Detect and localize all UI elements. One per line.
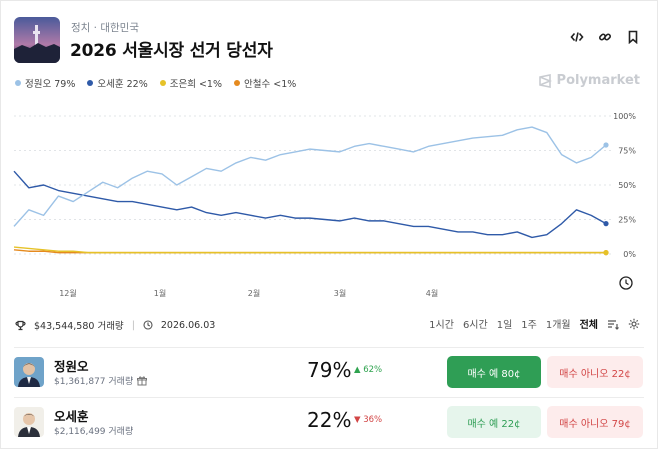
range-tab-1h[interactable]: 1시간 — [429, 320, 454, 331]
outcome-row: 오세훈 $2,116,499 거래량 22% ▼ 36% 매수 예 22¢ 매수… — [14, 400, 644, 446]
market-thumbnail — [14, 17, 60, 63]
outcome-probability: 79% — [307, 358, 352, 382]
range-tab-all[interactable]: 전체 — [579, 320, 598, 331]
legend-item: 안철수 <1% — [234, 76, 296, 90]
outcome-row: 정원오 $1,361,877 거래량 79% ▲ 62% 매수 예 80¢ 매수… — [14, 350, 644, 396]
candidate-avatar — [14, 357, 44, 387]
y-tick-label: 100% — [613, 112, 636, 121]
divider — [14, 397, 644, 398]
buy-yes-button[interactable]: 매수 예 80¢ — [447, 356, 541, 388]
legend-label: 정원오 79% — [25, 79, 76, 90]
settings-gear-icon[interactable] — [628, 318, 640, 330]
candidate-avatar — [14, 407, 44, 437]
y-tick-label: 25% — [618, 216, 636, 225]
x-tick-label: 1월 — [154, 288, 166, 298]
series-line — [13, 246, 606, 254]
legend-item: 오세훈 22% — [87, 76, 148, 90]
candidate-name[interactable]: 오세훈 — [54, 409, 89, 424]
candidate-volume-text: $1,361,877 거래량 — [54, 377, 134, 387]
total-volume: $43,544,580 거래량 — [34, 321, 124, 332]
trophy-icon — [15, 320, 26, 330]
price-history-chart[interactable]: 100% 75% 50% 25% 0% 12월 1월 2월 3월 4월 — [0, 104, 658, 304]
series-endpoint — [603, 221, 609, 227]
page-title: 2026 서울시장 선거 당선자 — [70, 41, 273, 61]
series-line — [13, 170, 607, 239]
range-tab-1d[interactable]: 1일 — [496, 320, 513, 331]
legend-dot — [234, 80, 240, 86]
y-tick-label: 50% — [618, 181, 636, 190]
series-endpoint — [603, 250, 609, 256]
breadcrumb[interactable]: 정치 · 대한민국 — [71, 22, 139, 34]
x-tick-label: 2월 — [248, 288, 260, 298]
time-clock-icon — [619, 276, 633, 290]
legend-item: 정원오 79% — [15, 76, 75, 90]
candidate-volume-text: $2,116,499 거래량 — [54, 427, 134, 437]
candidate-name[interactable]: 정원오 — [54, 359, 89, 374]
clock-icon — [143, 320, 153, 330]
polymarket-logo-icon — [538, 73, 552, 88]
y-tick-label: 0% — [623, 250, 636, 259]
brand-name: Polymarket — [556, 73, 640, 88]
legend-dot — [87, 80, 94, 86]
probability-change: ▼ 36% — [354, 415, 383, 425]
candidate-volume: $2,116,499 거래량 — [54, 424, 133, 437]
series-endpoint — [603, 142, 609, 148]
range-tab-1m[interactable]: 1개월 — [545, 320, 571, 331]
embed-code-icon[interactable] — [570, 30, 584, 44]
legend-label: 조은희 <1% — [169, 79, 222, 90]
link-icon[interactable] — [598, 30, 612, 44]
legend-item: 조은희 <1% — [159, 76, 222, 90]
legend-label: 안철수 <1% — [244, 79, 297, 90]
x-tick-label: 12월 — [59, 288, 77, 298]
bookmark-icon[interactable] — [626, 30, 640, 44]
range-tab-1w[interactable]: 1주 — [521, 320, 537, 331]
time-clock-hand — [625, 279, 629, 286]
market-stats: $43,544,580 거래량 | 2026.06.03 — [15, 318, 215, 332]
outcome-probability: 22% — [307, 408, 352, 432]
x-tick-label: 3월 — [334, 288, 346, 298]
legend-label: 오세훈 22% — [97, 79, 148, 90]
series-line — [13, 126, 607, 227]
chart-legend: 정원오 79% 오세훈 22% 조은희 <1% 안철수 <1% — [15, 76, 296, 90]
legend-dot — [15, 80, 21, 86]
y-tick-label: 75% — [618, 147, 636, 156]
buy-no-button[interactable]: 매수 아니오 22¢ — [547, 356, 643, 388]
polymarket-logo: Polymarket — [538, 73, 640, 88]
legend-dot — [159, 80, 166, 86]
range-tab-6h[interactable]: 6시간 — [462, 320, 488, 331]
time-range-tabs: 1시간 6시간 1일 1주 1개월 전체 — [429, 316, 640, 331]
gift-icon[interactable] — [137, 375, 148, 386]
buy-no-button[interactable]: 매수 아니오 79¢ — [547, 406, 643, 438]
x-tick-label: 4월 — [426, 288, 438, 298]
buy-yes-button[interactable]: 매수 예 22¢ — [447, 406, 541, 438]
stats-separator: | — [131, 319, 135, 331]
end-date: 2026.06.03 — [160, 319, 216, 331]
chart-filter-icon[interactable] — [607, 318, 619, 330]
divider — [14, 347, 644, 348]
candidate-volume: $1,361,877 거래량 — [54, 374, 148, 387]
probability-change: ▲ 62% — [354, 365, 383, 375]
